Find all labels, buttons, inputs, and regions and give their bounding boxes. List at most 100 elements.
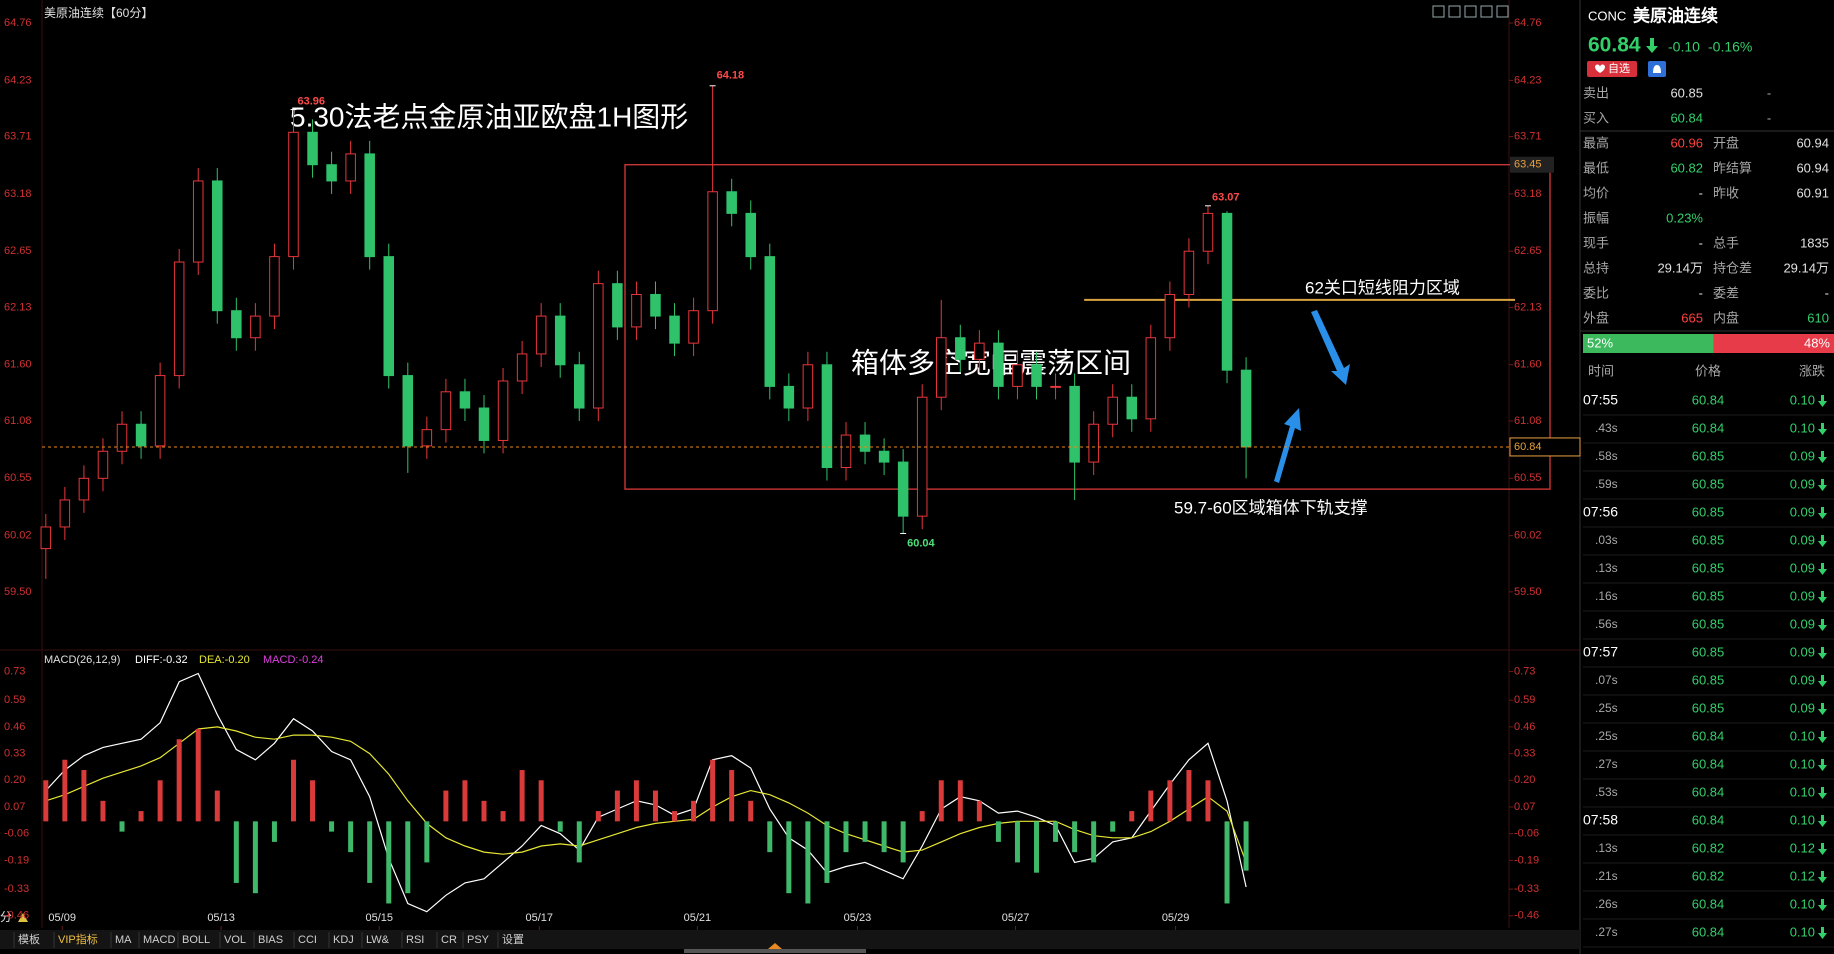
trade-header: 价格	[1695, 363, 1721, 378]
watch-label: 自选	[1608, 62, 1630, 75]
y-tick-label: 63.71	[4, 131, 32, 143]
trade-change: 0.10	[1790, 924, 1815, 939]
down-arrow-icon	[1818, 395, 1827, 407]
toolbar-item[interactable]: 设置	[502, 933, 524, 946]
histogram-bar	[367, 821, 373, 883]
toolbar-item[interactable]: VOL	[224, 934, 246, 946]
last-price-box	[1509, 437, 1581, 457]
histogram-bar	[481, 800, 487, 822]
field-value: -	[1767, 110, 1771, 125]
x-tick-label: 05/27	[1002, 912, 1030, 924]
candle-body	[916, 396, 928, 517]
candle-body	[764, 256, 776, 387]
trade-price: 60.84	[1692, 896, 1725, 911]
trade-time: .07s	[1595, 673, 1618, 687]
field-label: 最低	[1583, 160, 1609, 175]
toolbar-item[interactable]: BOLL	[182, 934, 210, 946]
icon[interactable]	[1480, 5, 1493, 18]
trade-price: 60.84	[1692, 784, 1725, 799]
trade-price: 60.85	[1692, 588, 1725, 603]
histogram-bar	[538, 780, 544, 822]
arrow-up	[1274, 408, 1301, 483]
candle-body	[421, 429, 433, 447]
toolbar-item[interactable]: 模板	[18, 932, 40, 946]
ratio-label: 48%	[1804, 335, 1830, 350]
toolbar-item[interactable]: CR	[441, 934, 457, 946]
box-label-bg	[1510, 156, 1554, 173]
y-tick-label: 0.73	[1514, 665, 1535, 677]
chart-title: 美原油连续【60分】	[44, 5, 153, 20]
down-arrow-icon	[1818, 619, 1827, 631]
y-tick-label: -0.33	[1514, 883, 1539, 895]
y-tick-label: 64.23	[1514, 74, 1542, 86]
down-arrow-icon	[1818, 927, 1827, 939]
histogram-bar	[557, 821, 563, 832]
down-arrow-icon	[1818, 563, 1827, 575]
y-tick-label: 62.65	[4, 245, 32, 257]
histogram-bar	[443, 790, 449, 822]
toolbar-item[interactable]: MA	[115, 934, 132, 946]
toolbar-item[interactable]: RSI	[406, 934, 424, 946]
candle-body	[783, 385, 795, 409]
trade-time: .56s	[1595, 617, 1618, 631]
icon[interactable]	[1432, 5, 1445, 18]
y-tick-label: 63.71	[1514, 131, 1542, 143]
candle-body	[840, 434, 852, 468]
toolbar-item[interactable]: MACD	[143, 934, 175, 946]
icon[interactable]	[1448, 5, 1461, 18]
candle-body	[935, 337, 947, 398]
field-value: 60.91	[1796, 185, 1829, 200]
histogram-bar	[214, 790, 220, 822]
candle-body	[269, 256, 280, 317]
down-arrow-icon	[1818, 647, 1827, 659]
period-label: 分	[0, 910, 12, 924]
histogram-bar	[672, 811, 678, 822]
change-pct: -0.16%	[1708, 39, 1752, 55]
histogram-bar	[881, 821, 887, 853]
field-value: 60.84	[1670, 110, 1703, 125]
toolbar-item[interactable]: CCI	[298, 934, 317, 946]
candle-body	[497, 380, 509, 441]
candle-body	[459, 391, 471, 409]
symbol-name: 美原油连续	[1633, 5, 1718, 25]
down-arrow-icon	[1818, 815, 1827, 827]
legend-entry: DEA:-0.20	[199, 654, 250, 666]
candle-body	[173, 261, 185, 377]
bell-icon	[1653, 65, 1661, 73]
trade-price: 60.85	[1692, 532, 1725, 547]
trade-change: 0.09	[1790, 644, 1815, 659]
trade-time: .16s	[1595, 589, 1618, 603]
histogram-bar	[862, 821, 868, 842]
icon[interactable]	[1496, 5, 1509, 18]
range-box	[624, 164, 1551, 490]
scroll-thumb[interactable]	[768, 943, 782, 949]
y-tick-label: 0.07	[1514, 801, 1535, 813]
down-arrow-icon	[1818, 591, 1827, 603]
extreme-label: 63.96	[297, 95, 325, 107]
down-arrow-icon	[1818, 675, 1827, 687]
field-label: 振幅	[1583, 210, 1609, 225]
x-tick-label: 05/23	[844, 912, 872, 924]
trade-change: 0.09	[1790, 616, 1815, 631]
histogram-bar	[976, 800, 982, 822]
candle-body	[326, 164, 337, 182]
down-arrow-icon	[1818, 703, 1827, 715]
trade-change: 0.12	[1790, 868, 1815, 883]
toolbar-item[interactable]: BIAS	[258, 934, 283, 946]
toolbar-item[interactable]: KDJ	[333, 934, 354, 946]
candle-body	[135, 423, 147, 447]
histogram-bar	[900, 821, 906, 863]
toolbar-item[interactable]: VIP指标	[58, 932, 98, 946]
trade-change: 0.10	[1790, 728, 1815, 743]
down-arrow-icon	[1818, 759, 1827, 771]
icon[interactable]	[1464, 5, 1477, 18]
field-value: 665	[1681, 310, 1703, 325]
field-label: 内盘	[1713, 310, 1739, 325]
toolbar-item[interactable]: LW&	[366, 934, 390, 946]
trade-price: 60.84	[1692, 392, 1725, 407]
watch-button[interactable]	[1587, 61, 1637, 77]
ratio-bar	[1713, 334, 1834, 353]
trade-price: 60.84	[1692, 812, 1725, 827]
trade-change: 0.09	[1790, 588, 1815, 603]
toolbar-item[interactable]: PSY	[467, 934, 490, 946]
